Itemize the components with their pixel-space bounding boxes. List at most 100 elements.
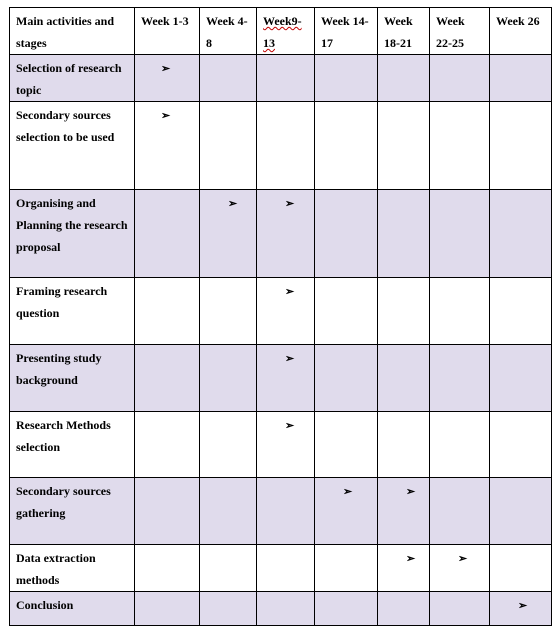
header-week-9-13: Week9-13 — [256, 7, 315, 55]
week-cell — [134, 544, 200, 592]
week-cell — [314, 189, 378, 278]
table-row: Research Methods selection ➢ — [9, 411, 552, 478]
header-activity: Main activities and stages — [9, 7, 135, 55]
week-cell — [256, 477, 315, 545]
week-cell — [489, 344, 552, 412]
header-week-26: Week 26 — [489, 7, 552, 55]
arrow-marker-icon: ➢ — [458, 553, 468, 565]
week-cell — [489, 189, 552, 278]
week-cell — [314, 344, 378, 412]
week-cell — [377, 411, 430, 478]
week-cell — [314, 277, 378, 345]
table-row: Secondary sources selection to be used ➢ — [9, 101, 552, 190]
week-cell: ➢ — [256, 189, 315, 278]
week-cell — [256, 544, 315, 592]
week-cell: ➢ — [256, 411, 315, 478]
week-cell: ➢ — [134, 101, 200, 190]
week-cell — [489, 54, 552, 102]
week-cell: ➢ — [256, 277, 315, 345]
table-row: Selection of research topic ➢ — [9, 54, 552, 102]
week-cell: ➢ — [489, 591, 552, 626]
week-cell — [429, 101, 490, 190]
table-row: Data extraction methods ➢ ➢ — [9, 544, 552, 592]
week-cell — [429, 477, 490, 545]
header-row: Main activities and stages Week 1-3 Week… — [9, 7, 552, 55]
week-cell — [429, 277, 490, 345]
week-cell — [134, 591, 200, 626]
week-cell — [377, 189, 430, 278]
week-cell: ➢ — [377, 477, 430, 545]
arrow-marker-icon: ➢ — [406, 553, 416, 565]
week-cell — [314, 411, 378, 478]
activity-cell: Presenting study background — [9, 344, 135, 412]
week-cell — [199, 101, 257, 190]
activity-cell: Secondary sources gathering — [9, 477, 135, 545]
arrow-marker-icon: ➢ — [285, 286, 295, 298]
table-row: Organising and Planning the research pro… — [9, 189, 552, 278]
week-cell — [377, 344, 430, 412]
week-cell — [429, 591, 490, 626]
week-cell — [489, 101, 552, 190]
arrow-marker-icon: ➢ — [285, 198, 295, 210]
week-cell: ➢ — [314, 477, 378, 545]
week-cell — [256, 101, 315, 190]
week-cell — [199, 54, 257, 102]
table-row: Conclusion ➢ — [9, 591, 552, 626]
activity-cell: Organising and Planning the research pro… — [9, 189, 135, 278]
week-cell — [489, 411, 552, 478]
activity-cell: Conclusion — [9, 591, 135, 626]
week-cell — [429, 189, 490, 278]
week-cell — [314, 101, 378, 190]
header-week-1-3: Week 1-3 — [134, 7, 200, 55]
arrow-marker-icon: ➢ — [406, 486, 416, 498]
table-row: Framing research question ➢ — [9, 277, 552, 345]
schedule-table: Main activities and stages Week 1-3 Week… — [9, 7, 552, 626]
week-cell — [429, 344, 490, 412]
week-cell — [199, 477, 257, 545]
week-cell — [429, 411, 490, 478]
activity-cell: Selection of research topic — [9, 54, 135, 102]
header-week-22-25: Week 22-25 — [429, 7, 490, 55]
table-row: Secondary sources gathering ➢ ➢ — [9, 477, 552, 545]
week-cell — [314, 544, 378, 592]
week-cell — [134, 277, 200, 345]
week-cell — [489, 477, 552, 545]
week-cell — [377, 101, 430, 190]
week-cell — [489, 544, 552, 592]
arrow-marker-icon: ➢ — [161, 63, 171, 75]
week-cell — [256, 54, 315, 102]
week-cell — [199, 277, 257, 345]
week-cell: ➢ — [377, 544, 430, 592]
week-cell — [377, 591, 430, 626]
week-cell — [134, 344, 200, 412]
arrow-marker-icon: ➢ — [161, 110, 171, 122]
arrow-marker-icon: ➢ — [518, 600, 528, 612]
week-cell — [377, 277, 430, 345]
week-cell — [429, 54, 490, 102]
week-cell: ➢ — [256, 344, 315, 412]
week-cell — [377, 54, 430, 102]
week-cell — [134, 477, 200, 545]
header-week-18-21: Week 18-21 — [377, 7, 430, 55]
week-cell: ➢ — [134, 54, 200, 102]
week-cell — [314, 54, 378, 102]
activity-cell: Research Methods selection — [9, 411, 135, 478]
week-cell: ➢ — [429, 544, 490, 592]
week-cell — [199, 411, 257, 478]
arrow-marker-icon: ➢ — [343, 486, 353, 498]
week-cell — [256, 591, 315, 626]
week-cell: ➢ — [199, 189, 257, 278]
activity-cell: Data extraction methods — [9, 544, 135, 592]
arrow-marker-icon: ➢ — [228, 198, 238, 210]
week-cell — [134, 189, 200, 278]
week-cell — [314, 591, 378, 626]
arrow-marker-icon: ➢ — [285, 353, 295, 365]
week-cell — [199, 344, 257, 412]
header-week-14-17: Week 14-17 — [314, 7, 378, 55]
week-cell — [199, 544, 257, 592]
arrow-marker-icon: ➢ — [285, 420, 295, 432]
week-cell — [134, 411, 200, 478]
activity-cell: Secondary sources selection to be used — [9, 101, 135, 190]
table-row: Presenting study background ➢ — [9, 344, 552, 412]
header-week-4-8: Week 4-8 — [199, 7, 257, 55]
